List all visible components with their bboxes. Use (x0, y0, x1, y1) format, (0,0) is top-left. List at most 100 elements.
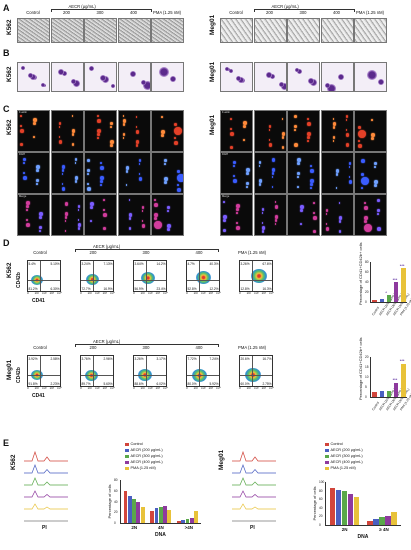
fluorescent-cell (300, 223, 302, 225)
fluorescent-cell (307, 118, 309, 120)
panel-label-e: E (3, 438, 10, 448)
legend-swatch (325, 454, 329, 458)
fluorescent-cell (128, 227, 131, 230)
fluorescent-cell (138, 177, 142, 181)
axis-tick: 10³ (208, 291, 214, 295)
fluorescent-cell (377, 209, 380, 212)
stained-cell (170, 76, 176, 82)
fluorescent-cell (110, 126, 112, 128)
axis-tick: 0 (186, 386, 188, 390)
quadrant-gate (134, 375, 166, 376)
k562-d-condition-label: PMA (1.25 nM) (238, 250, 266, 255)
fluorescent-cell (97, 133, 100, 136)
fluorescent-cell (20, 143, 23, 146)
quadrant-percent: 2.23% (50, 381, 60, 386)
bar (379, 517, 385, 525)
fluorescent-cell (135, 126, 137, 128)
fluorescent-cell (177, 170, 180, 173)
fluorescent-cell (246, 168, 250, 172)
fluorescent-cell (177, 174, 183, 182)
flow-cytometry-plot: 4.7% 40.3% 52.8% 12.2% (186, 260, 220, 292)
k562-a-aecr-bracket (50, 8, 152, 12)
y-tick: 20 (365, 355, 369, 359)
fluorescent-cell (135, 116, 137, 118)
flow-cytometry-plot: 7.72% 7.24% 80.0% 5.92% (186, 355, 220, 387)
fluorescent-cell (297, 186, 299, 188)
legend-entry: PMA (1.25 nM) (125, 466, 156, 470)
fluorescent-cell (61, 183, 63, 185)
bar (373, 518, 379, 525)
fluorescent-cell (33, 122, 36, 125)
fluorescent-cell (274, 219, 277, 222)
cell-population (86, 273, 99, 285)
bar (123, 490, 128, 523)
fluorescent-cell (230, 118, 232, 120)
fluorescent-cell (97, 129, 101, 133)
wright-giemsa-micrograph (117, 62, 151, 92)
fluorescent-cell (90, 220, 92, 222)
fluorescent-cell (135, 144, 138, 147)
fluorescence-micrograph (253, 194, 287, 236)
fluorescent-cell (261, 230, 264, 233)
fluorescent-cell (97, 137, 99, 139)
fluorescent-cell (338, 220, 341, 223)
stained-cell (297, 69, 302, 74)
axis-tick: 10⁴ (110, 291, 115, 295)
fluorescent-cell (335, 187, 337, 189)
fluorescent-cell (261, 212, 263, 214)
histogram-trace (24, 464, 68, 474)
fluorescent-cell (64, 202, 68, 206)
bar-1 (379, 391, 384, 397)
quadrant-percent: 67.6% (262, 261, 272, 266)
quadrant-percent: 5.4% (28, 261, 36, 266)
fluorescent-cell (100, 162, 102, 164)
channel-label: Merge (222, 195, 230, 198)
x-axis-label: CD41 (32, 393, 45, 399)
quadrant-gate (199, 356, 200, 386)
axis-tick: 10³ (49, 386, 55, 390)
row-label-k562-b: K562 (6, 66, 13, 82)
fluorescent-cell (154, 199, 156, 201)
legend-swatch (325, 448, 329, 452)
stained-cell (140, 80, 146, 85)
fluorescent-cell (297, 172, 300, 175)
bar-4 (401, 363, 406, 397)
fluorescent-cell (364, 202, 366, 204)
histogram-trace (232, 477, 276, 486)
stained-cell (89, 66, 94, 71)
axis-tick: 10² (148, 291, 153, 295)
fluorescent-cell (310, 165, 312, 167)
legend-swatch (325, 460, 329, 464)
brightfield-micrograph (220, 18, 253, 43)
wright-giemsa-micrograph (320, 62, 354, 92)
row-label-meg01-b: Meg01 (209, 61, 216, 82)
axis-tick: 10¹ (193, 386, 199, 390)
y-axis-label: Percentage of cells (312, 486, 317, 521)
fluorescence-micrograph: DAPI (17, 152, 50, 194)
flow-cytometry-plot: 3.76% 2.96% 89.7% 5.60% (80, 355, 114, 387)
x-axis-label: DNA (155, 532, 166, 538)
histogram-trace (232, 464, 276, 474)
flow-cytometry-plot: 3.92% 2.58% 91.8% 2.23% (27, 355, 61, 387)
fluorescent-cell (103, 199, 105, 201)
bar (150, 511, 155, 523)
fluorescent-cell (297, 162, 300, 165)
fluorescent-cell (164, 163, 166, 165)
y-tick: 60 (365, 270, 369, 274)
axis-tick: 10¹ (87, 386, 93, 390)
row-label-meg01-c: Meg01 (209, 114, 216, 135)
fluorescent-cell (294, 115, 297, 118)
fluorescent-cell (87, 183, 89, 185)
fluorescent-cell (332, 136, 335, 139)
fluorescent-cell (281, 136, 284, 139)
fluorescent-cell (361, 177, 369, 185)
quadrant-gate (199, 261, 200, 291)
axis-tick: 10⁴ (163, 291, 168, 295)
axis-tick: 10⁴ (163, 386, 168, 390)
fluorescent-cell (281, 146, 284, 149)
fluorescent-cell (345, 115, 348, 118)
axis-tick: 10⁴ (269, 291, 274, 295)
meg01-a-aecr-bracket (253, 8, 355, 12)
fluorescent-cell (177, 184, 179, 186)
stained-cell (295, 68, 299, 72)
